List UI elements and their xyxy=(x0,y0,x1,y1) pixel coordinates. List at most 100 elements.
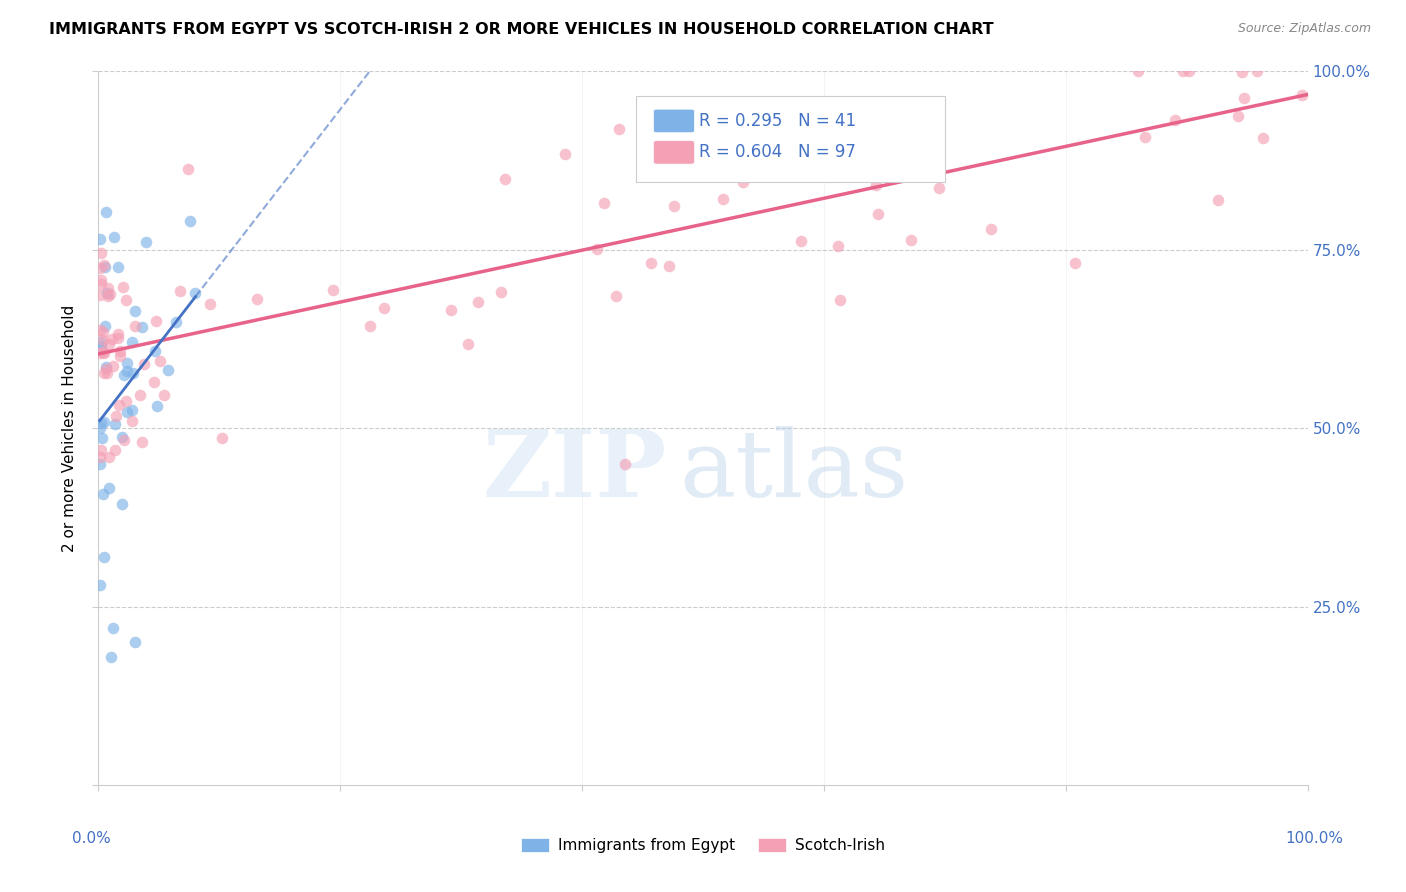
Y-axis label: 2 or more Vehicles in Household: 2 or more Vehicles in Household xyxy=(62,304,77,552)
Point xyxy=(90,246,112,260)
Point xyxy=(97,289,120,303)
Point xyxy=(115,364,138,378)
Point xyxy=(467,295,489,310)
Point xyxy=(711,193,734,207)
Point xyxy=(97,281,120,295)
Point xyxy=(90,431,112,445)
Point xyxy=(827,239,849,253)
Point xyxy=(1251,131,1274,145)
Point xyxy=(89,231,111,245)
Point xyxy=(93,333,115,347)
Point xyxy=(89,277,111,292)
Point xyxy=(373,301,395,315)
Point xyxy=(121,414,143,428)
Point xyxy=(586,242,609,256)
Text: R = 0.604   N = 97: R = 0.604 N = 97 xyxy=(699,143,856,161)
Point xyxy=(89,287,111,301)
Point xyxy=(107,260,129,274)
Point xyxy=(1206,193,1229,207)
FancyBboxPatch shape xyxy=(637,96,945,182)
Point xyxy=(93,549,115,564)
Point xyxy=(359,319,381,334)
Point xyxy=(661,123,683,137)
Point xyxy=(1246,64,1268,78)
Point xyxy=(112,433,135,447)
Point xyxy=(129,387,152,401)
Point xyxy=(830,293,852,308)
Point xyxy=(131,435,153,450)
Point xyxy=(96,285,118,300)
Point xyxy=(148,354,170,368)
Point xyxy=(640,256,662,270)
Point xyxy=(115,293,138,307)
Point xyxy=(89,450,111,464)
Point xyxy=(900,233,922,247)
Point xyxy=(93,415,115,429)
Point xyxy=(115,356,138,370)
Point xyxy=(104,417,127,431)
Point xyxy=(90,442,112,457)
Point xyxy=(494,171,516,186)
Point xyxy=(817,168,839,182)
Point xyxy=(93,259,115,273)
Point xyxy=(440,302,463,317)
Point xyxy=(121,403,143,417)
Point xyxy=(90,339,112,353)
Point xyxy=(928,180,950,194)
Point xyxy=(89,345,111,359)
Point xyxy=(91,325,114,339)
Point xyxy=(98,450,121,464)
Point xyxy=(93,346,115,360)
Point xyxy=(93,366,115,380)
Point xyxy=(637,135,659,149)
Point xyxy=(605,288,627,302)
Point xyxy=(658,259,681,273)
Point xyxy=(124,635,146,649)
Point xyxy=(489,285,512,300)
Point xyxy=(101,332,124,346)
Point xyxy=(90,416,112,430)
Point xyxy=(131,320,153,334)
Text: 100.0%: 100.0% xyxy=(1285,831,1344,846)
Point xyxy=(681,118,703,132)
Point xyxy=(905,166,928,180)
Point xyxy=(94,362,117,376)
Point xyxy=(198,297,221,311)
Point xyxy=(103,229,125,244)
Point xyxy=(132,357,155,371)
Point xyxy=(111,280,134,294)
Point xyxy=(98,286,121,301)
Point xyxy=(1128,64,1150,78)
Point xyxy=(108,349,131,363)
Point xyxy=(609,122,631,136)
Point xyxy=(845,120,868,134)
Point xyxy=(153,388,176,402)
Point xyxy=(146,399,169,413)
Point xyxy=(211,431,233,445)
Point xyxy=(1178,64,1201,78)
Point xyxy=(94,260,117,274)
Text: ZIP: ZIP xyxy=(482,426,666,516)
Point xyxy=(1063,256,1085,270)
Point xyxy=(91,345,114,359)
Point xyxy=(107,331,129,345)
Point xyxy=(1171,64,1194,78)
Point xyxy=(89,323,111,337)
Text: Source: ZipAtlas.com: Source: ZipAtlas.com xyxy=(1237,22,1371,36)
Point xyxy=(117,405,139,419)
Point xyxy=(90,335,112,350)
Point xyxy=(94,318,117,333)
Point xyxy=(554,147,576,161)
Point xyxy=(100,649,122,664)
Point xyxy=(1133,130,1156,145)
Point xyxy=(124,319,146,334)
Point xyxy=(457,336,479,351)
Point xyxy=(94,360,117,375)
Point xyxy=(101,621,124,635)
FancyBboxPatch shape xyxy=(654,141,695,164)
Text: atlas: atlas xyxy=(679,426,908,516)
Point xyxy=(592,196,614,211)
Legend: Immigrants from Egypt, Scotch-Irish: Immigrants from Egypt, Scotch-Irish xyxy=(515,831,891,859)
Point xyxy=(89,261,111,276)
FancyBboxPatch shape xyxy=(654,109,695,133)
